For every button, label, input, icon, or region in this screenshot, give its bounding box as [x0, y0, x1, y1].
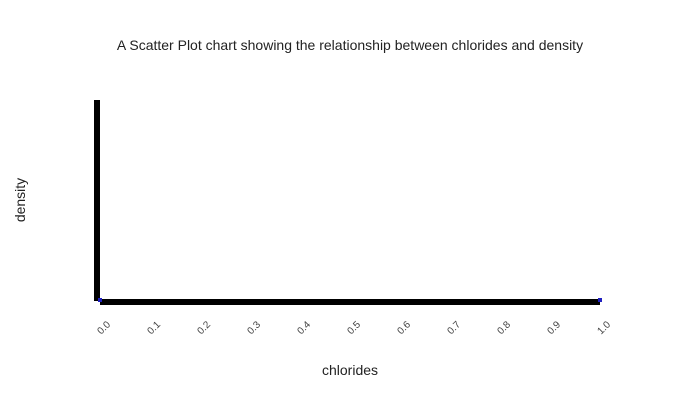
x-tick-label: 0.6 — [395, 319, 413, 337]
chart-title: A Scatter Plot chart showing the relatio… — [117, 37, 583, 53]
x-tick-label: 0.3 — [245, 319, 263, 337]
x-axis-label: chlorides — [322, 362, 378, 378]
x-tick-label: 0.4 — [295, 319, 313, 337]
x-tick-label: 0.7 — [445, 319, 463, 337]
x-tick-label: 0.5 — [345, 319, 363, 337]
y-axis-label: density — [12, 178, 28, 222]
data-points — [98, 298, 602, 302]
x-tick-label: 0.9 — [545, 319, 563, 337]
x-tick-label: 0.8 — [495, 319, 513, 337]
x-tick-label: 0.0 — [95, 319, 113, 337]
data-point — [98, 298, 102, 302]
x-tick-label: 0.2 — [195, 319, 213, 337]
x-tick-labels: 0.0 0.1 0.2 0.3 0.4 0.5 0.6 0.7 0.8 0.9 1.0 — [95, 319, 613, 337]
data-point — [598, 298, 602, 302]
x-tick-label: 0.1 — [145, 319, 163, 337]
x-tick-label: 1.0 — [595, 319, 613, 337]
